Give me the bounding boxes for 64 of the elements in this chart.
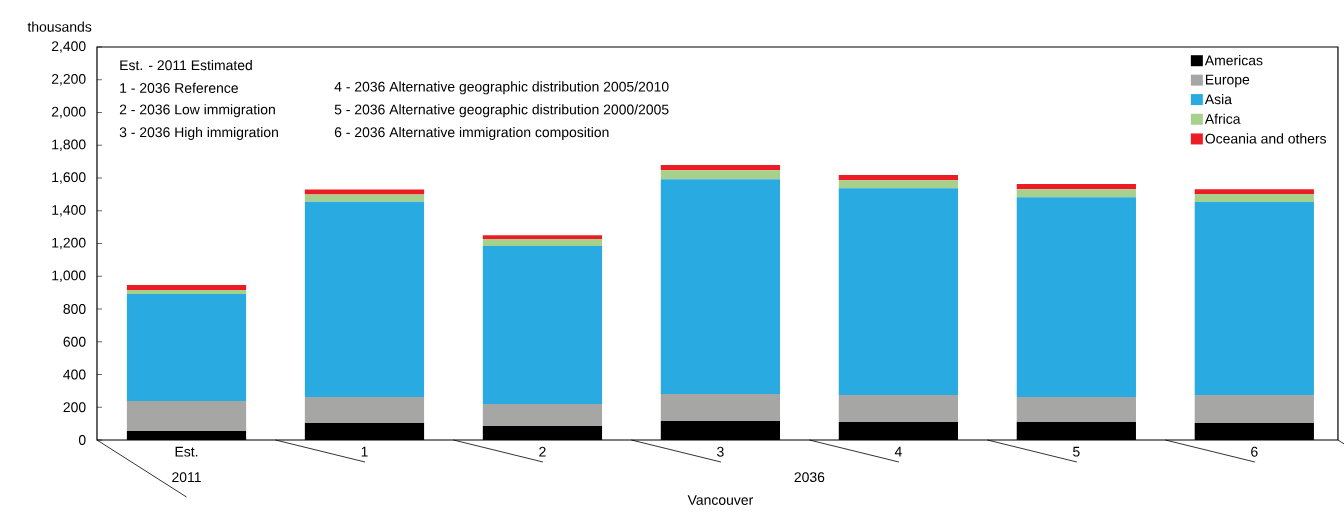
x-axis-title: Vancouver xyxy=(687,495,753,505)
annotation: Est. - 2011 Estimated xyxy=(120,59,252,71)
y-tick-label: 1,400 xyxy=(52,204,86,217)
bar xyxy=(1194,202,1314,395)
bar xyxy=(838,175,958,181)
bar xyxy=(126,401,247,431)
bar xyxy=(838,394,958,422)
y-tick-label: 2,000 xyxy=(51,106,86,119)
bar xyxy=(1016,189,1136,198)
bar xyxy=(482,246,603,404)
bar xyxy=(126,290,247,295)
y-tick-label: 400 xyxy=(63,369,86,380)
annotation: 6 - 2036 Alternative immigration composition xyxy=(334,126,609,140)
annotation: 1 - 2036 Reference xyxy=(120,82,238,93)
x-tick-label: 6 xyxy=(1251,446,1258,457)
bar xyxy=(482,239,603,247)
bar xyxy=(1016,197,1136,398)
bar xyxy=(838,188,958,395)
bar xyxy=(838,180,958,189)
x-tick-label: 1 xyxy=(361,446,368,457)
y-tick-label: 2,200 xyxy=(51,73,86,86)
legend-label: Asia xyxy=(1204,93,1232,105)
bar xyxy=(482,235,603,240)
bar xyxy=(304,194,425,202)
bar xyxy=(304,201,425,398)
y-tick-label: 1,200 xyxy=(52,237,86,250)
bar xyxy=(126,285,247,290)
bar xyxy=(304,397,425,423)
legend-label: Africa xyxy=(1204,113,1241,124)
bar xyxy=(1194,194,1314,203)
legend-label: Americas xyxy=(1204,55,1263,66)
x-tick-label: 2 xyxy=(539,446,546,457)
legend-label: Europe xyxy=(1205,74,1250,88)
bar xyxy=(482,403,603,427)
x-tick-label: Est. xyxy=(175,446,198,457)
annotation: 5 - 2036 Alternative geographic distribution 2000/2005 xyxy=(334,104,669,118)
y-tick-label: 1,600 xyxy=(52,172,86,184)
bar xyxy=(1016,184,1136,190)
x-tick-label: 4 xyxy=(894,446,902,457)
annotation: 3 - 2036 High immigration xyxy=(119,126,278,140)
bar xyxy=(660,179,781,394)
bar xyxy=(1194,394,1314,423)
text: 2011 xyxy=(172,472,201,483)
bar xyxy=(1016,397,1136,422)
x-tick-label: 3 xyxy=(717,446,724,457)
annotation: 2 - 2036 Low immigration xyxy=(119,104,275,118)
bar xyxy=(1194,189,1314,195)
y-tick-label: 800 xyxy=(63,304,86,314)
y-tick-label: 600 xyxy=(63,336,86,347)
bar xyxy=(660,170,781,180)
bar xyxy=(660,165,781,171)
text: 2036 xyxy=(794,472,825,483)
y-tick-label: 200 xyxy=(63,402,86,413)
annotation: 4 - 2036 Alternative geographic distribution 2005/2010 xyxy=(334,81,669,95)
x-tick-label: 5 xyxy=(1073,446,1080,457)
y-tick-label: 1,000 xyxy=(52,270,86,283)
bar xyxy=(126,294,247,402)
bar xyxy=(660,393,781,421)
legend-label: Oceania and others xyxy=(1205,133,1327,144)
y-axis-title: thousands xyxy=(27,21,92,32)
bar xyxy=(304,189,425,195)
y-tick-label: 2,400 xyxy=(51,41,86,53)
y-tick-label: 0 xyxy=(78,435,86,445)
y-tick-label: 1,800 xyxy=(52,139,86,152)
